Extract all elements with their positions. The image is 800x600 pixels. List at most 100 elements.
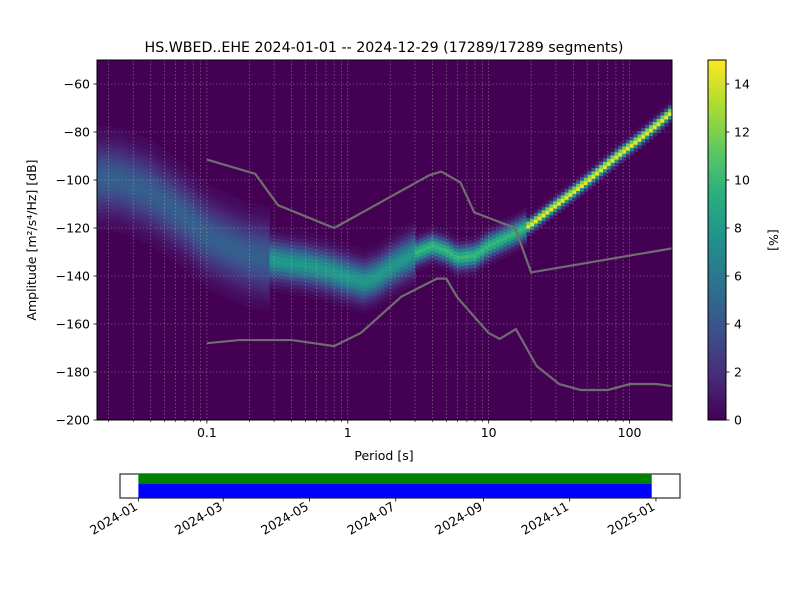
- heat-cell: [476, 250, 481, 256]
- heat-cell: [350, 259, 355, 264]
- heat-cell: [127, 153, 133, 158]
- heat-cell: [641, 123, 646, 128]
- heat-cell: [415, 257, 420, 262]
- heat-cell: [250, 232, 255, 237]
- heat-cell: [591, 178, 596, 183]
- heat-cell: [430, 232, 435, 238]
- heat-cell: [277, 256, 282, 261]
- heat-cell: [353, 307, 359, 312]
- heat-cell: [396, 258, 401, 263]
- heat-cell: [227, 262, 232, 268]
- heat-cell: [100, 219, 106, 224]
- heat-cell: [219, 262, 225, 267]
- heat-cell: [265, 231, 271, 236]
- heat-cell: [212, 187, 217, 192]
- heat-cell: [357, 308, 363, 313]
- heat-cell: [353, 281, 359, 287]
- heat-cell: [380, 278, 386, 284]
- heat-cell: [123, 219, 129, 225]
- heat-cell: [100, 169, 106, 174]
- heat-cell: [181, 249, 186, 254]
- heat-cell: [196, 248, 202, 253]
- heat-cell: [330, 285, 336, 290]
- heat-cell: [246, 213, 251, 218]
- heat-cell: [185, 176, 190, 182]
- heat-cell: [522, 229, 527, 234]
- heat-cell: [407, 266, 412, 271]
- heat-cell: [227, 295, 232, 300]
- heat-cell: [185, 205, 190, 210]
- heat-cell: [530, 222, 535, 227]
- heat-cell: [484, 227, 489, 232]
- heat-cell: [223, 196, 228, 201]
- heat-cell: [116, 199, 121, 204]
- heat-cell: [353, 256, 359, 261]
- heat-cell: [223, 286, 228, 291]
- heat-cell: [296, 270, 301, 275]
- heat-cell: [215, 206, 221, 212]
- heat-cell: [158, 150, 163, 155]
- heat-cell: [583, 177, 589, 182]
- heat-cell: [430, 225, 435, 230]
- heat-cell: [127, 164, 133, 169]
- heat-cell: [204, 183, 209, 188]
- heat-cell: [503, 224, 508, 229]
- heat-cell: [215, 268, 221, 273]
- heat-cell: [442, 251, 447, 256]
- heat-cell: [185, 202, 190, 207]
- heat-cell: [334, 293, 340, 299]
- heat-cell: [369, 281, 374, 286]
- heat-cell: [112, 166, 117, 171]
- heat-cell: [97, 129, 102, 134]
- heat-cell: [365, 268, 370, 273]
- heat-cell: [668, 115, 672, 120]
- heat-cell: [373, 247, 378, 253]
- heat-cell: [411, 245, 416, 251]
- heat-cell: [258, 291, 263, 296]
- heat-cell: [97, 136, 102, 141]
- heat-cell: [154, 212, 159, 217]
- heat-cell: [250, 246, 255, 251]
- heat-cell: [108, 205, 113, 210]
- heat-cell: [227, 288, 232, 293]
- heat-cell: [265, 249, 271, 254]
- heat-cell: [361, 255, 366, 260]
- heat-cell: [173, 197, 179, 202]
- heat-cell: [334, 247, 340, 252]
- heat-cell: [434, 234, 439, 239]
- heat-cell: [131, 154, 136, 160]
- heat-cell: [350, 270, 355, 275]
- heat-cell: [242, 244, 248, 249]
- heat-cell: [242, 218, 248, 224]
- heat-cell: [311, 265, 317, 271]
- coverage-date-label: 2024-07: [345, 499, 398, 538]
- heat-cell: [296, 241, 301, 246]
- heat-cell: [645, 120, 650, 125]
- heat-cell: [564, 191, 570, 197]
- heat-cell: [242, 200, 248, 206]
- heat-cell: [185, 245, 190, 250]
- heat-cell: [162, 228, 167, 234]
- heat-cell: [468, 242, 474, 248]
- heat-cell: [419, 251, 424, 257]
- heat-cell: [173, 175, 179, 180]
- heat-cell: [480, 237, 485, 242]
- heat-cell: [192, 270, 198, 275]
- heat-cell: [376, 278, 382, 283]
- heat-cell: [403, 246, 409, 251]
- heat-cell: [392, 253, 397, 258]
- heat-cell: [415, 260, 420, 265]
- heat-cell: [219, 205, 225, 210]
- heat-cell: [403, 271, 409, 277]
- heat-cell: [284, 282, 290, 287]
- heat-cell: [250, 217, 255, 222]
- heat-cell: [261, 295, 267, 300]
- heat-cell: [208, 206, 213, 211]
- heat-cell: [219, 248, 225, 253]
- heat-cell: [465, 250, 470, 255]
- heat-cell: [139, 168, 144, 174]
- heat-cell: [353, 292, 359, 297]
- heat-cell: [120, 167, 125, 173]
- heat-cell: [660, 125, 665, 130]
- heat-cell: [595, 178, 600, 183]
